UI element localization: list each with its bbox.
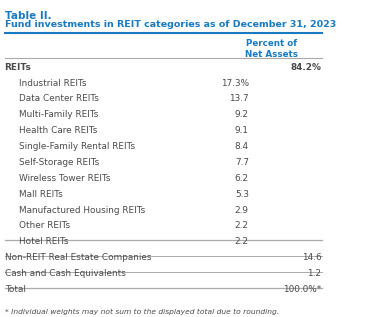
Text: 9.2: 9.2 <box>235 110 249 119</box>
Text: 8.4: 8.4 <box>235 142 249 151</box>
Text: Non-REIT Real Estate Companies: Non-REIT Real Estate Companies <box>4 253 151 262</box>
Text: 5.3: 5.3 <box>235 190 249 199</box>
Text: 100.0%*: 100.0%* <box>283 285 321 294</box>
Text: 1.2: 1.2 <box>308 269 321 278</box>
Text: Fund investments in REIT categories as of December 31, 2023: Fund investments in REIT categories as o… <box>4 20 336 29</box>
Text: 13.7: 13.7 <box>229 94 249 103</box>
Text: 2.2: 2.2 <box>235 237 249 246</box>
Text: 6.2: 6.2 <box>235 174 249 183</box>
Text: Table II.: Table II. <box>4 11 51 21</box>
Text: Wireless Tower REITs: Wireless Tower REITs <box>19 174 110 183</box>
Text: Self-Storage REITs: Self-Storage REITs <box>19 158 99 167</box>
Text: Health Care REITs: Health Care REITs <box>19 126 97 135</box>
Text: REITs: REITs <box>4 63 31 72</box>
Text: Other REITs: Other REITs <box>19 222 70 230</box>
Text: Mall REITs: Mall REITs <box>19 190 62 199</box>
Text: 9.1: 9.1 <box>235 126 249 135</box>
Text: Multi-Family REITs: Multi-Family REITs <box>19 110 98 119</box>
Text: 2.9: 2.9 <box>235 206 249 215</box>
Text: 14.6: 14.6 <box>302 253 321 262</box>
Text: Industrial REITs: Industrial REITs <box>19 79 86 87</box>
Text: Single-Family Rental REITs: Single-Family Rental REITs <box>19 142 135 151</box>
Text: Hotel REITs: Hotel REITs <box>19 237 68 246</box>
Text: Manufactured Housing REITs: Manufactured Housing REITs <box>19 206 145 215</box>
Text: Total: Total <box>4 285 26 294</box>
Text: Data Center REITs: Data Center REITs <box>19 94 99 103</box>
Text: * Individual weights may not sum to the displayed total due to rounding.: * Individual weights may not sum to the … <box>4 309 279 315</box>
Text: 84.2%: 84.2% <box>291 63 321 72</box>
Text: Cash and Cash Equivalents: Cash and Cash Equivalents <box>4 269 125 278</box>
Text: Percent of
Net Assets: Percent of Net Assets <box>245 39 298 59</box>
Text: 7.7: 7.7 <box>235 158 249 167</box>
Text: 17.3%: 17.3% <box>221 79 249 87</box>
Text: 2.2: 2.2 <box>235 222 249 230</box>
